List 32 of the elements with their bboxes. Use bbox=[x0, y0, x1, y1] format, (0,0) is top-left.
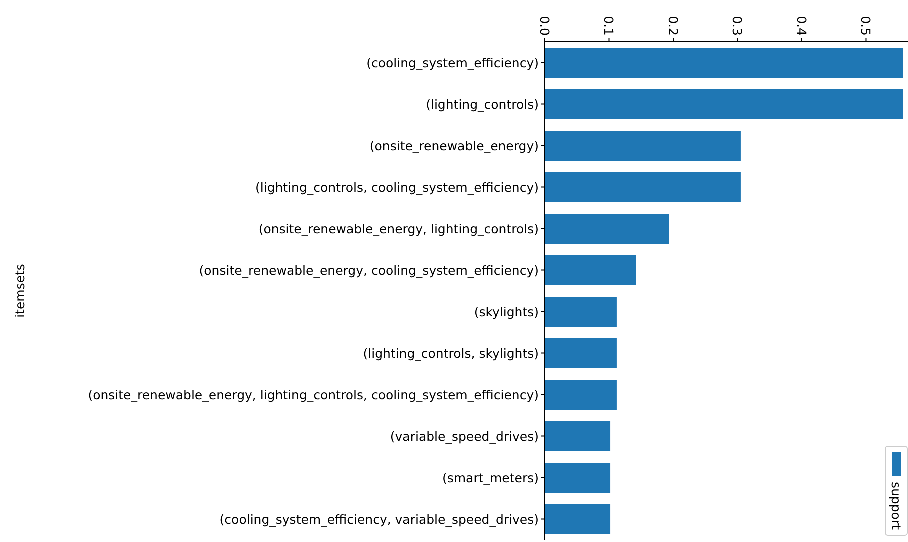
y-tick-label: (cooling_system_efficiency, variable_speed_drives) bbox=[220, 512, 539, 527]
bar bbox=[545, 463, 611, 493]
bar bbox=[545, 256, 636, 286]
bar bbox=[545, 131, 741, 161]
bar bbox=[545, 504, 611, 534]
y-tick-label: (onsite_renewable_energy) bbox=[370, 138, 539, 154]
x-tick-label: 0.2 bbox=[666, 16, 681, 36]
bar bbox=[545, 172, 741, 202]
y-tick-label: (smart_meters) bbox=[442, 470, 539, 486]
x-tick-label: 0.0 bbox=[538, 16, 552, 36]
bar bbox=[545, 214, 669, 244]
y-tick-label: (lighting_controls, skylights) bbox=[363, 346, 539, 361]
legend-label: support bbox=[889, 482, 904, 530]
x-tick-label: 0.1 bbox=[602, 16, 617, 36]
x-tick-label: 0.4 bbox=[794, 16, 810, 36]
bar bbox=[545, 297, 617, 327]
bar bbox=[545, 48, 904, 78]
x-tick-label: 0.5 bbox=[858, 16, 874, 36]
bar bbox=[545, 422, 611, 452]
y-tick-label: (onsite_renewable_energy, lighting_controls, cooling_system_efficiency) bbox=[88, 387, 539, 402]
y-tick-label: (cooling_system_efficiency) bbox=[366, 55, 539, 70]
bar bbox=[545, 380, 617, 410]
y-tick-label: (onsite_renewable_energy, lighting_controls) bbox=[258, 221, 539, 236]
y-axis-title: itemsets bbox=[12, 264, 28, 318]
y-tick-label: (onsite_renewable_energy, cooling_system_efficiency) bbox=[199, 262, 539, 278]
y-tick-label: (lighting_controls) bbox=[426, 96, 539, 112]
y-tick-label: (skylights) bbox=[474, 304, 539, 320]
y-tick-label: (lighting_controls, cooling_system_efficiency) bbox=[256, 180, 539, 195]
x-tick-label: 0.3 bbox=[730, 16, 746, 36]
y-tick-label: (variable_speed_drives) bbox=[390, 428, 539, 444]
bar bbox=[545, 90, 904, 120]
bar bbox=[545, 338, 617, 368]
